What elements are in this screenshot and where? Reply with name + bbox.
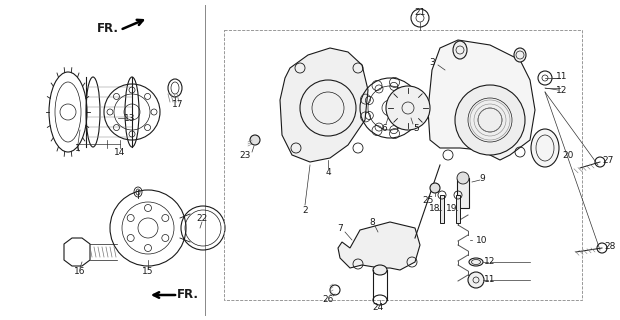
Text: 10: 10 bbox=[476, 236, 488, 244]
Text: 2: 2 bbox=[302, 205, 308, 214]
Text: 9: 9 bbox=[479, 173, 485, 182]
Text: 5: 5 bbox=[413, 124, 419, 132]
Text: 23: 23 bbox=[239, 150, 250, 159]
Text: 24: 24 bbox=[373, 303, 384, 313]
Circle shape bbox=[455, 85, 525, 155]
Ellipse shape bbox=[453, 41, 467, 59]
Polygon shape bbox=[338, 222, 420, 270]
Ellipse shape bbox=[469, 258, 483, 266]
Text: 22: 22 bbox=[197, 213, 208, 222]
Bar bbox=[457, 178, 469, 208]
Text: 18: 18 bbox=[429, 204, 441, 212]
Text: 4: 4 bbox=[325, 167, 331, 177]
Ellipse shape bbox=[373, 265, 387, 275]
Text: 16: 16 bbox=[74, 268, 86, 276]
Circle shape bbox=[457, 172, 469, 184]
Circle shape bbox=[468, 272, 484, 288]
Text: 15: 15 bbox=[142, 268, 154, 276]
Text: 20: 20 bbox=[562, 150, 574, 159]
Bar bbox=[224, 30, 582, 300]
Circle shape bbox=[250, 135, 260, 145]
Bar bbox=[456, 195, 460, 223]
Text: FR.: FR. bbox=[177, 289, 199, 301]
Text: 11: 11 bbox=[556, 71, 568, 81]
Circle shape bbox=[386, 86, 430, 130]
Text: 28: 28 bbox=[604, 242, 616, 251]
Polygon shape bbox=[428, 40, 535, 160]
Polygon shape bbox=[280, 48, 368, 162]
Text: 6: 6 bbox=[381, 124, 387, 132]
Text: 25: 25 bbox=[422, 196, 433, 204]
Text: 14: 14 bbox=[114, 148, 126, 156]
Text: 1: 1 bbox=[75, 143, 81, 153]
Ellipse shape bbox=[514, 48, 526, 62]
Bar bbox=[440, 195, 444, 223]
Text: 26: 26 bbox=[322, 295, 334, 305]
Text: 7: 7 bbox=[337, 223, 343, 233]
Text: 12: 12 bbox=[556, 85, 568, 94]
Text: FR.: FR. bbox=[97, 21, 119, 35]
Text: 11: 11 bbox=[484, 276, 496, 284]
Text: 21: 21 bbox=[414, 7, 426, 17]
Text: 13: 13 bbox=[124, 114, 136, 123]
Text: 17: 17 bbox=[172, 100, 184, 108]
Text: 12: 12 bbox=[484, 258, 495, 267]
Text: 3: 3 bbox=[429, 58, 435, 67]
Text: 8: 8 bbox=[369, 218, 375, 227]
Ellipse shape bbox=[531, 129, 559, 167]
Circle shape bbox=[430, 183, 440, 193]
Text: 19: 19 bbox=[446, 204, 458, 212]
Text: 27: 27 bbox=[602, 156, 614, 164]
